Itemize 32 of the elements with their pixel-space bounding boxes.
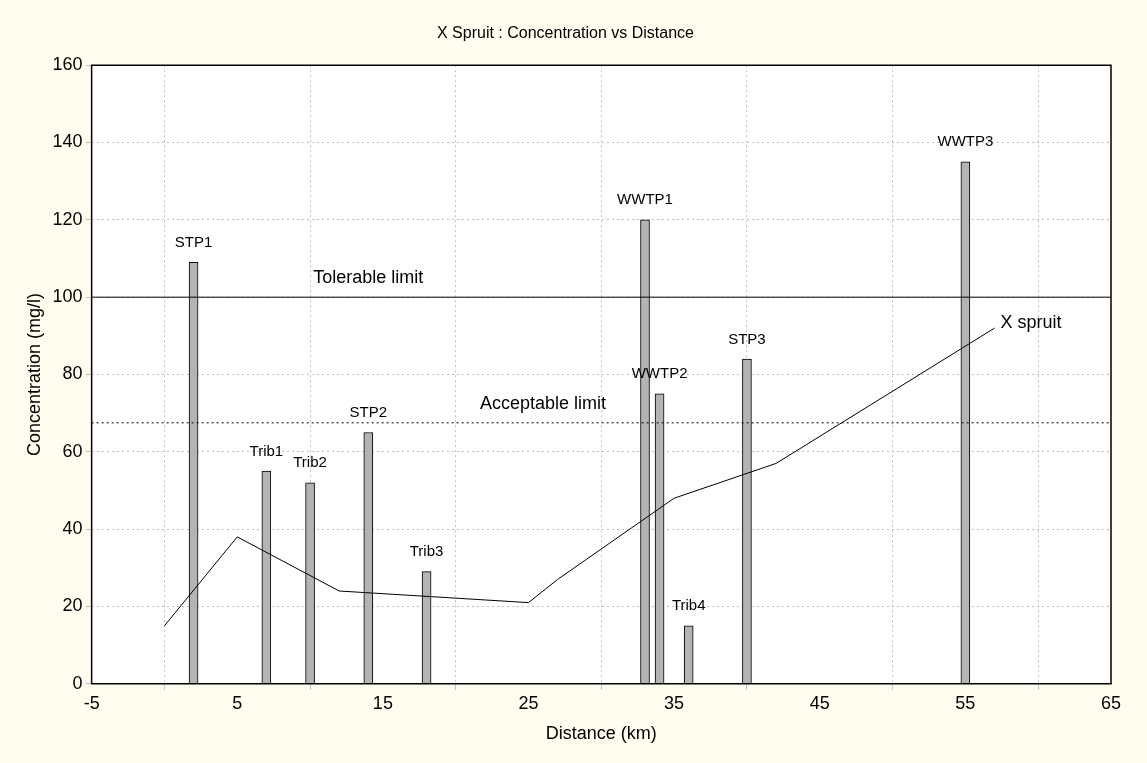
annotation: WWTP3	[937, 132, 994, 150]
x-tick-label: 65	[1100, 692, 1122, 713]
annotation: STP3	[728, 329, 766, 347]
y-tick-label: 120	[52, 208, 83, 229]
series-label: X spruit	[1000, 312, 1062, 333]
x-tick-label: 55	[955, 692, 976, 713]
y-tick-label: 40	[62, 518, 83, 539]
y-tick-label: 80	[62, 363, 83, 384]
x-tick-label: 5	[232, 692, 243, 713]
y-tick-label: 0	[72, 672, 83, 693]
chart-title: X Spruit : Concentration vs Distance	[436, 24, 695, 42]
y-tick-label: 20	[62, 595, 83, 616]
y-tick-label: 60	[62, 440, 83, 461]
annotation: Trib2	[293, 453, 327, 471]
y-tick-label: 160	[52, 54, 83, 75]
x-axis-title: Distance (km)	[545, 723, 657, 744]
annotation: Tolerable limit	[313, 267, 424, 288]
y-axis-title: Concentration (mg/l)	[23, 292, 44, 457]
y-tick-label: 100	[52, 286, 83, 307]
annotation: STP1	[174, 233, 213, 251]
annotation: Trib1	[249, 441, 284, 459]
annotation: STP2	[349, 403, 388, 421]
x-tick-label: 15	[372, 692, 393, 713]
annotation: Acceptable limit	[480, 392, 607, 413]
x-tick-label: 35	[664, 692, 685, 713]
annotation: Trib4	[671, 596, 706, 614]
y-tick-label: 140	[52, 131, 83, 152]
annotation: Trib3	[409, 542, 444, 560]
x-tick-label: 25	[518, 692, 539, 713]
x-tick-label: -5	[83, 692, 100, 713]
x-tick-label: 45	[809, 692, 830, 713]
annotation: WWTP1	[617, 190, 673, 208]
